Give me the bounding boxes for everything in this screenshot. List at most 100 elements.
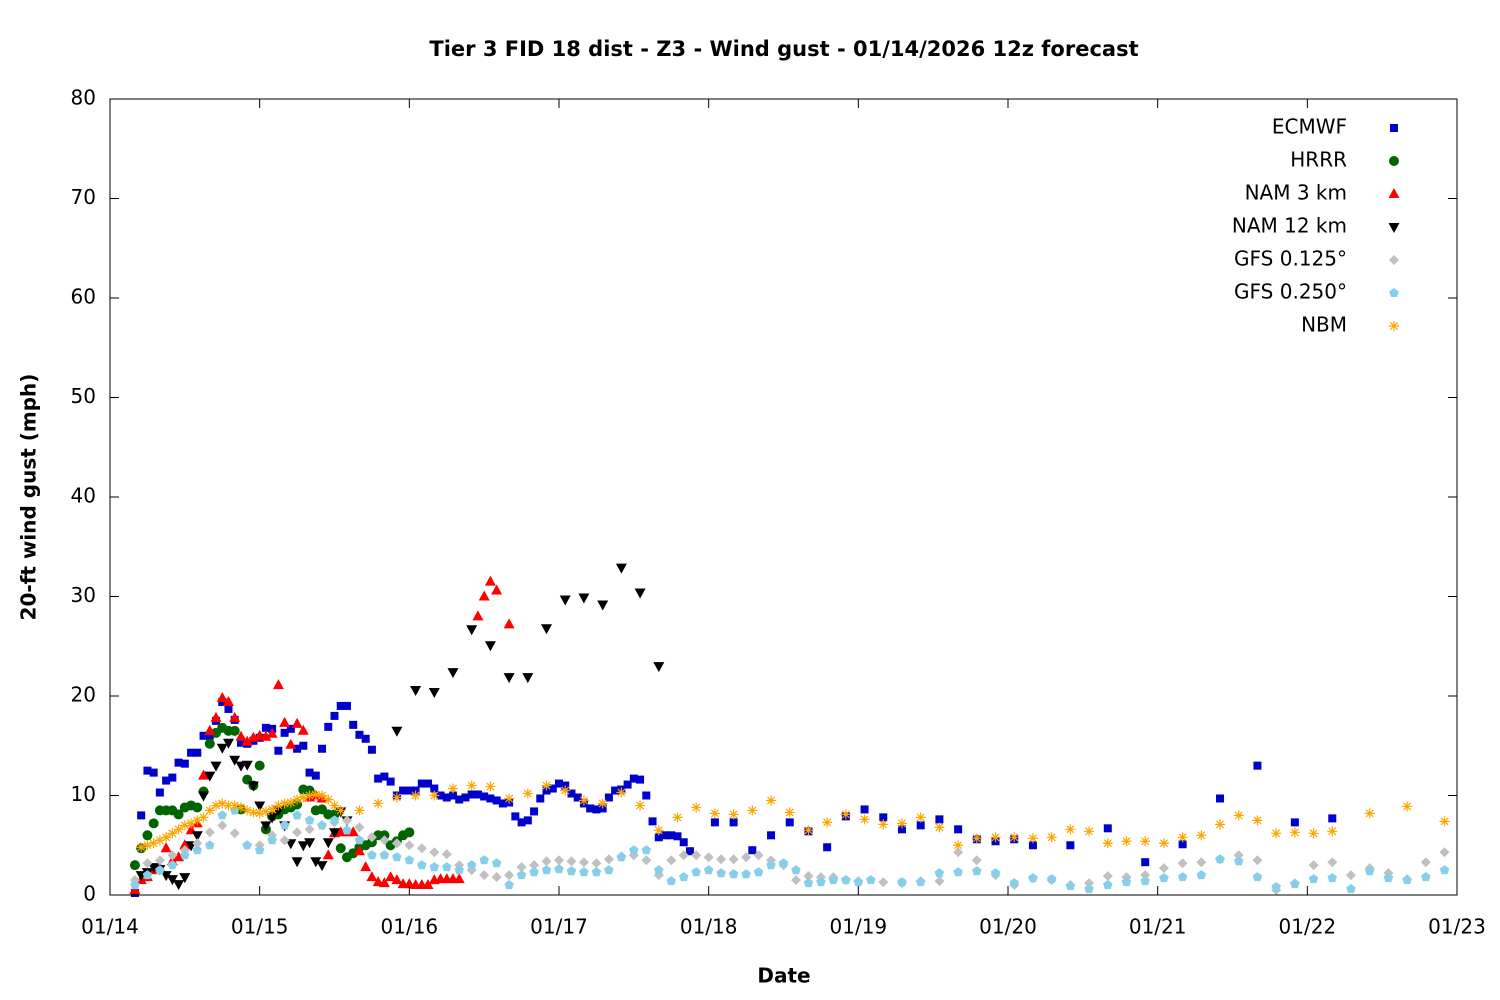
- point: [179, 873, 191, 884]
- point: [361, 734, 370, 743]
- point: [1346, 884, 1356, 894]
- point: [479, 855, 489, 865]
- point: [430, 784, 439, 793]
- y-tick-label: 50: [71, 384, 96, 408]
- point: [173, 880, 185, 891]
- point: [472, 610, 484, 621]
- point: [823, 843, 832, 852]
- point: [691, 850, 702, 861]
- point: [953, 867, 963, 877]
- y-tick-label: 30: [71, 583, 96, 607]
- series: [129, 575, 515, 894]
- point: [604, 865, 614, 875]
- point: [1421, 872, 1431, 882]
- point: [192, 838, 203, 849]
- point: [404, 827, 415, 838]
- point: [136, 842, 147, 853]
- legend-marker: [1389, 321, 1399, 331]
- point: [404, 840, 415, 851]
- point: [429, 790, 440, 801]
- point: [1140, 870, 1151, 881]
- point: [291, 857, 303, 868]
- point: [753, 867, 764, 877]
- point: [691, 867, 701, 877]
- point: [291, 717, 303, 728]
- point: [878, 877, 889, 888]
- point: [1290, 818, 1299, 827]
- point: [454, 865, 464, 875]
- point: [261, 723, 270, 732]
- point: [491, 872, 502, 883]
- point: [791, 865, 801, 875]
- point: [1121, 877, 1132, 887]
- point: [560, 785, 571, 796]
- legend-marker: [1388, 188, 1400, 198]
- point: [1178, 840, 1187, 849]
- point: [266, 813, 278, 824]
- point: [191, 831, 203, 842]
- point: [198, 769, 209, 780]
- point: [1121, 836, 1132, 847]
- point: [667, 831, 676, 840]
- point: [1252, 855, 1263, 866]
- point: [272, 679, 284, 690]
- point: [304, 838, 316, 849]
- point: [859, 814, 870, 825]
- y-tick-label: 60: [71, 285, 96, 309]
- point: [324, 722, 333, 731]
- point: [254, 801, 266, 812]
- point: [204, 738, 215, 749]
- series: [136, 780, 1450, 853]
- point: [285, 738, 297, 749]
- point: [211, 800, 222, 811]
- point: [1234, 856, 1244, 866]
- series: [129, 722, 415, 871]
- point: [242, 840, 252, 850]
- point: [279, 835, 290, 846]
- point: [137, 811, 146, 820]
- point: [879, 813, 888, 822]
- point: [504, 793, 515, 804]
- point: [354, 835, 365, 845]
- point: [990, 868, 1001, 878]
- point: [866, 875, 876, 885]
- legend-marker: [1389, 288, 1399, 297]
- point: [217, 798, 228, 809]
- point: [1216, 794, 1225, 803]
- point: [297, 724, 309, 735]
- point: [353, 845, 365, 856]
- point: [1327, 857, 1338, 868]
- point: [223, 696, 234, 706]
- point: [216, 743, 228, 754]
- point: [653, 825, 664, 836]
- point: [934, 868, 945, 878]
- point: [1141, 858, 1150, 867]
- point: [297, 841, 309, 852]
- point: [878, 819, 889, 830]
- point: [235, 730, 247, 741]
- point: [703, 852, 714, 863]
- x-tick-label: 01/17: [530, 915, 588, 939]
- point: [816, 877, 826, 887]
- point: [391, 792, 402, 803]
- point: [504, 880, 514, 890]
- point: [267, 804, 278, 815]
- point: [279, 798, 290, 809]
- point: [1196, 870, 1207, 880]
- point: [591, 867, 602, 877]
- point: [555, 779, 563, 788]
- point: [143, 766, 152, 775]
- point: [391, 874, 403, 885]
- point: [578, 593, 590, 604]
- point: [286, 724, 295, 733]
- point: [678, 850, 689, 861]
- point: [1420, 857, 1431, 868]
- point: [1252, 815, 1263, 826]
- point: [1290, 879, 1300, 889]
- point: [791, 875, 801, 886]
- point: [896, 818, 907, 829]
- point: [1177, 858, 1188, 869]
- point: [1402, 875, 1412, 885]
- point: [193, 748, 202, 757]
- point: [566, 856, 577, 867]
